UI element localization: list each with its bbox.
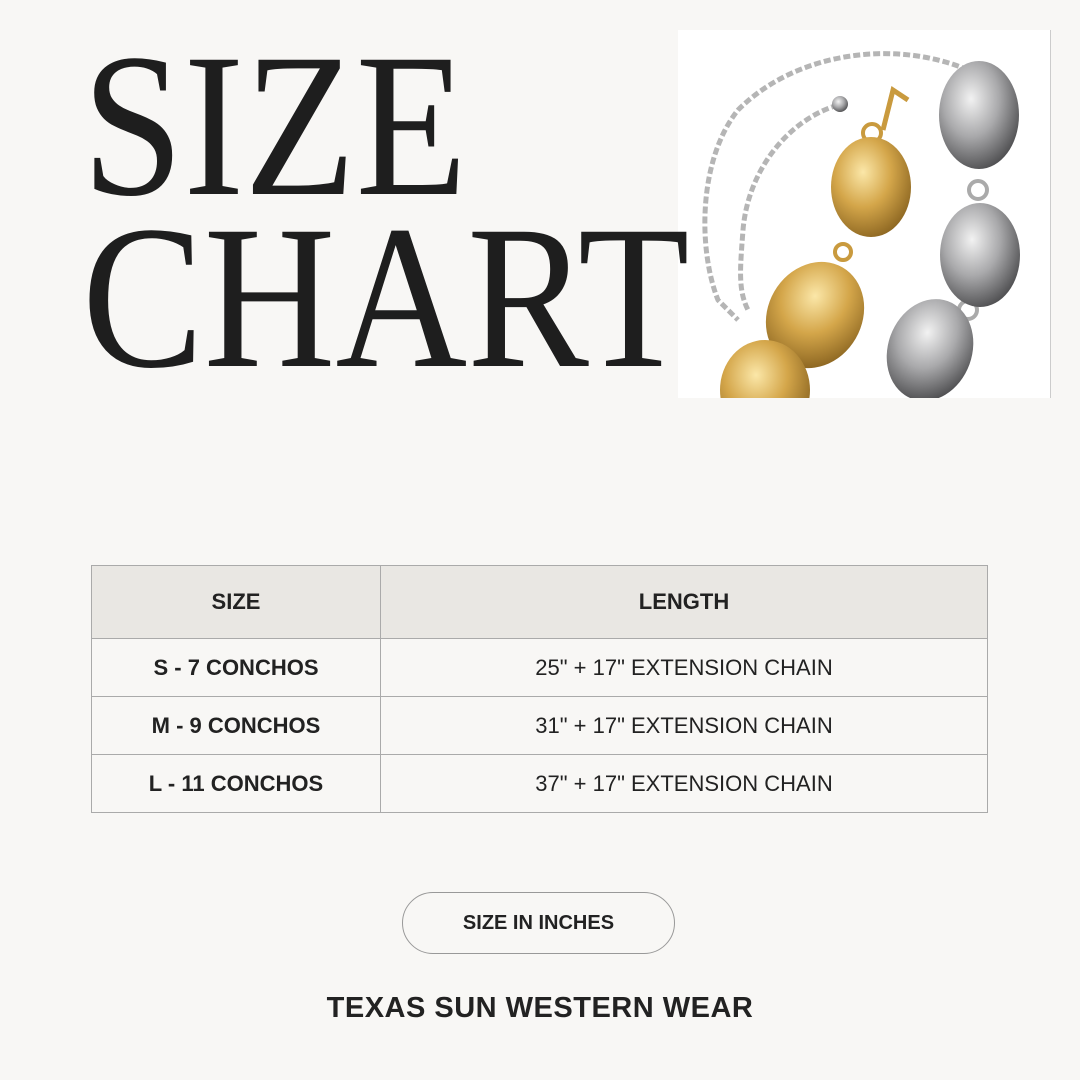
table-row: L - 11 CONCHOS 37" + 17" EXTENSION CHAIN bbox=[91, 754, 988, 813]
concho-belt-photo-icon bbox=[702, 51, 1020, 398]
length-cell: 31" + 17" EXTENSION CHAIN bbox=[380, 696, 988, 755]
length-cell: 37" + 17" EXTENSION CHAIN bbox=[380, 754, 988, 813]
title-line-1: SIZE bbox=[82, 12, 468, 239]
product-photo bbox=[678, 30, 1051, 398]
page-title: SIZE CHART bbox=[82, 12, 764, 411]
brand-name: TEXAS SUN WESTERN WEAR bbox=[326, 992, 754, 1024]
title-line-2: CHART bbox=[82, 184, 690, 411]
unit-badge: SIZE IN INCHES bbox=[402, 892, 675, 954]
table-header-row: SIZE LENGTH bbox=[91, 565, 988, 639]
size-cell: S - 7 CONCHOS bbox=[91, 638, 381, 697]
size-cell: L - 11 CONCHOS bbox=[91, 754, 381, 813]
header-length: LENGTH bbox=[380, 565, 988, 639]
size-table: SIZE LENGTH S - 7 CONCHOS 25" + 17" EXTE… bbox=[91, 565, 988, 813]
header-size: SIZE bbox=[91, 565, 381, 639]
table-row: S - 7 CONCHOS 25" + 17" EXTENSION CHAIN bbox=[91, 638, 988, 697]
size-cell: M - 9 CONCHOS bbox=[91, 696, 381, 755]
length-cell: 25" + 17" EXTENSION CHAIN bbox=[380, 638, 988, 697]
table-row: M - 9 CONCHOS 31" + 17" EXTENSION CHAIN bbox=[91, 696, 988, 755]
